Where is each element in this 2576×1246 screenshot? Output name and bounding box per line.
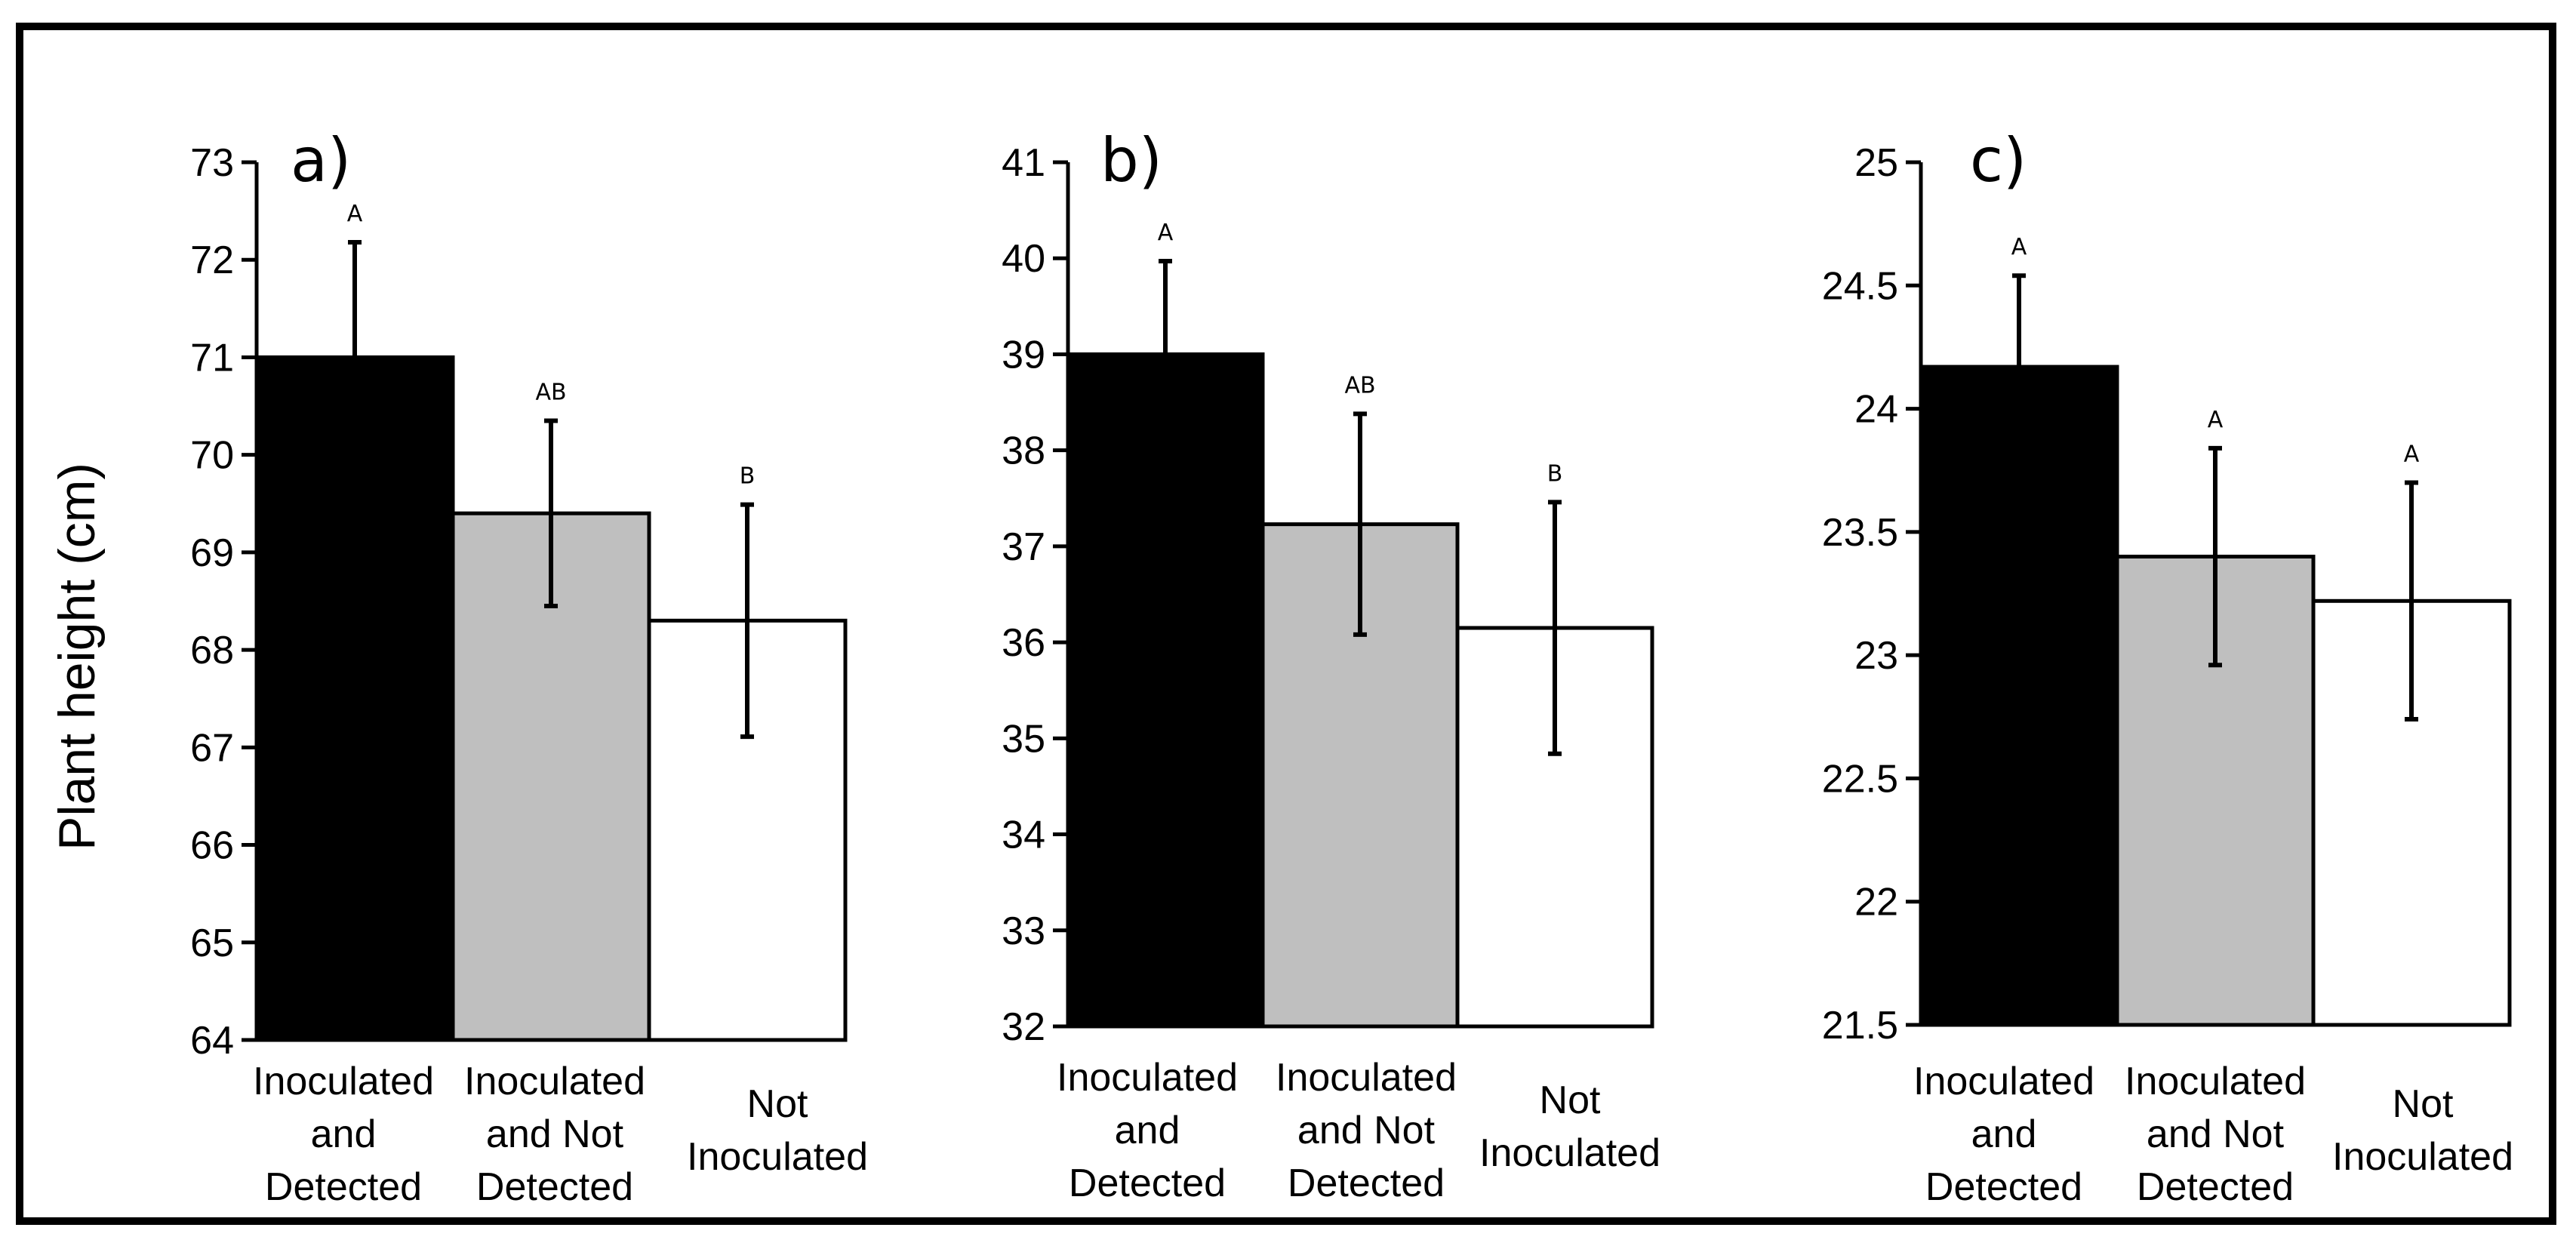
panel-3: A A A 21.5 22 22.5 23 23.5 24 24.5 25 Inoculated and…	[1822, 125, 2513, 1209]
category-label-line: and	[1115, 1109, 1180, 1152]
category-label-line: and Not	[486, 1112, 624, 1156]
category-label-line: Not	[2393, 1082, 2454, 1126]
y-tick-label-5: 68	[190, 629, 234, 672]
category-label-line: Detected	[1069, 1161, 1226, 1205]
y-tick-label-6: 69	[190, 531, 234, 575]
significance-letter-3: A	[2404, 441, 2420, 468]
panel-2: A AB B 32 33 34 35 36 37 38 39 40 41 Inoculated and Det…	[1002, 125, 1660, 1205]
significance-letter-1: A	[2011, 234, 2027, 260]
significance-letter-3: B	[740, 463, 756, 490]
category-label-2: Inoculated and Not Detected	[1276, 1056, 1457, 1205]
y-tick-label-4: 23	[1854, 634, 1898, 678]
y-tick-label-2: 65	[190, 921, 234, 965]
category-label-line: and Not	[2147, 1112, 2285, 1156]
category-label-line: and	[1971, 1112, 2037, 1156]
y-tick-label-2: 22	[1854, 881, 1898, 925]
category-label-1: Inoculated and Detected	[253, 1060, 434, 1209]
y-tick-label-7: 38	[1002, 429, 1045, 473]
significance-letter-3: B	[1547, 460, 1563, 487]
significance-letter-2: AB	[1344, 372, 1375, 398]
significance-letter-2: AB	[535, 379, 566, 405]
category-label-line: Detected	[265, 1165, 422, 1209]
y-tick-label-4: 67	[190, 726, 234, 770]
category-label-3: Not Inoculated	[2332, 1082, 2513, 1179]
y-tick-label-10: 41	[1002, 141, 1045, 185]
category-label-line: Inoculated	[1057, 1056, 1238, 1100]
category-label-2: Inoculated and Not Detected	[2125, 1060, 2306, 1209]
y-tick-label-8: 39	[1002, 333, 1045, 377]
category-label-3: Not Inoculated	[687, 1082, 868, 1179]
category-label-1: Inoculated and Detected	[1057, 1056, 1238, 1205]
category-label-line: and	[311, 1112, 377, 1156]
y-tick-label-3: 66	[190, 824, 234, 868]
bar-1	[1919, 365, 2119, 1027]
significance-letter-2: A	[2208, 407, 2224, 433]
significance-letter-1: A	[1158, 220, 1174, 246]
y-tick-label-7: 70	[190, 434, 234, 478]
category-label-line: and Not	[1297, 1109, 1436, 1152]
category-label-line: Detected	[2137, 1165, 2294, 1209]
y-axis-title: Plant height (cm)	[48, 463, 106, 851]
y-tick-label-5: 23.5	[1822, 511, 1898, 555]
panel-label: c)	[1970, 125, 2027, 195]
y-tick-label-3: 22.5	[1822, 757, 1898, 801]
y-tick-label-1: 32	[1002, 1005, 1045, 1049]
y-tick-label-6: 37	[1002, 525, 1045, 569]
category-label-line: Inoculated	[2332, 1135, 2513, 1179]
y-tick-label-5: 36	[1002, 621, 1045, 665]
y-tick-label-7: 24.5	[1822, 264, 1898, 308]
y-tick-label-1: 64	[190, 1019, 234, 1063]
category-label-2: Inoculated and Not Detected	[464, 1060, 645, 1209]
bar-1	[1066, 352, 1265, 1029]
panel-1: A AB B 64 65 66 67 68 69 70 71 72 73 Inoculated and Det…	[190, 125, 868, 1209]
category-label-3: Not Inoculated	[1479, 1078, 1660, 1175]
category-label-line: Inoculated	[2125, 1060, 2306, 1103]
category-label-line: Inoculated	[1276, 1056, 1457, 1100]
category-label-line: Not	[747, 1082, 808, 1126]
category-label-line: Detected	[1288, 1161, 1445, 1205]
category-label-line: Inoculated	[1479, 1131, 1660, 1175]
y-tick-label-2: 33	[1002, 909, 1045, 953]
category-label-line: Inoculated	[1913, 1060, 2094, 1103]
y-tick-label-9: 72	[190, 238, 234, 282]
category-label-line: Not	[1540, 1078, 1601, 1122]
category-label-line: Inoculated	[253, 1060, 434, 1103]
y-tick-label-8: 71	[190, 336, 234, 380]
significance-letter-1: A	[347, 201, 363, 227]
y-tick-label-3: 34	[1002, 814, 1045, 857]
y-tick-label-4: 35	[1002, 717, 1045, 761]
panel-label: a)	[291, 125, 351, 195]
category-label-line: Detected	[1925, 1165, 2082, 1209]
category-label-line: Inoculated	[464, 1060, 645, 1103]
y-tick-label-1: 21.5	[1822, 1004, 1898, 1048]
y-tick-label-6: 24	[1854, 388, 1898, 432]
category-label-1: Inoculated and Detected	[1913, 1060, 2094, 1209]
y-tick-label-10: 73	[190, 141, 234, 185]
category-label-line: Inoculated	[687, 1135, 868, 1179]
y-tick-label-8: 25	[1854, 141, 1898, 185]
y-tick-label-9: 40	[1002, 237, 1045, 281]
panel-label: b)	[1100, 125, 1162, 195]
category-label-line: Detected	[476, 1165, 633, 1209]
